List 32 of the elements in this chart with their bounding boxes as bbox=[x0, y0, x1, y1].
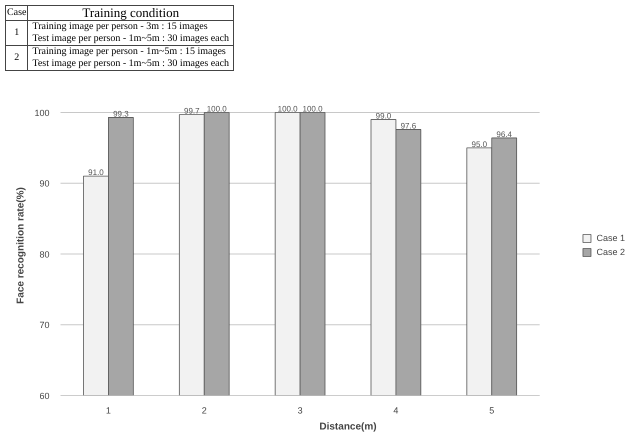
x-tick-label: 3 bbox=[298, 406, 303, 416]
y-tick-label: 60 bbox=[39, 391, 50, 401]
y-tick-label: 70 bbox=[39, 320, 50, 330]
x-tick-label: 4 bbox=[393, 406, 398, 416]
text: Training condition bbox=[28, 5, 234, 20]
data-label: 100.0 bbox=[278, 104, 298, 114]
x-tick-label: 5 bbox=[489, 406, 494, 416]
data-label: 99.3 bbox=[113, 109, 130, 118]
y-tick-label: 80 bbox=[39, 249, 50, 260]
x-axis-title: Distance(m) bbox=[319, 422, 377, 432]
text: Test image per person - 1m~5m : 30 images each bbox=[32, 33, 230, 44]
data-label: 97.6 bbox=[400, 121, 417, 130]
data-label: 91.0 bbox=[88, 168, 104, 178]
legend-label: Case 1 bbox=[596, 233, 625, 243]
x-tick-label: 1 bbox=[106, 406, 111, 416]
data-label: 95.0 bbox=[472, 140, 488, 149]
text: 2 bbox=[6, 46, 28, 70]
text: Training image per person - 3m : 15 images bbox=[32, 21, 208, 32]
text: Case bbox=[6, 6, 28, 20]
data-label: 99.0 bbox=[376, 112, 392, 121]
data-label: 100.0 bbox=[206, 104, 228, 114]
y-axis-title: Face recognition rate(%) bbox=[15, 187, 26, 304]
y-tick-label: 100 bbox=[34, 108, 50, 118]
x-tick-label: 2 bbox=[202, 406, 207, 416]
text: Test image per person - 1m~5m : 30 images each bbox=[32, 58, 230, 69]
y-tick-label: 90 bbox=[39, 178, 50, 189]
data-label: 96.4 bbox=[496, 130, 513, 139]
data-label: 99.7 bbox=[184, 106, 200, 116]
text: 1 bbox=[6, 20, 28, 46]
data-label: 100.0 bbox=[302, 104, 324, 114]
legend-label: Case 2 bbox=[596, 247, 625, 257]
text: Training image per person - 1m~5m : 15 images bbox=[32, 46, 226, 57]
